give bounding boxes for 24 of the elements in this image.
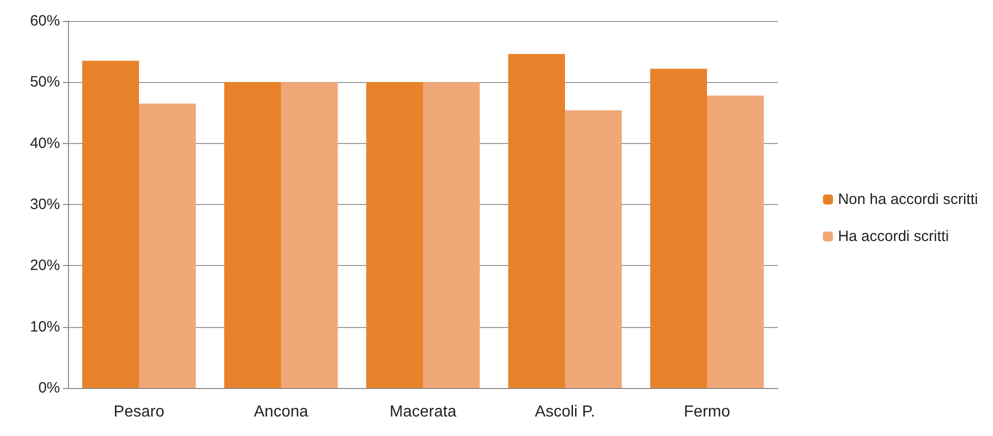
- y-tick-label: 10%: [30, 318, 60, 336]
- bar: [224, 82, 281, 388]
- bar: [82, 60, 139, 388]
- bar: [366, 82, 423, 388]
- y-tick-label: 20%: [30, 257, 60, 274]
- y-tick-label: 30%: [30, 196, 60, 213]
- bar: [707, 96, 764, 388]
- x-tick-label: Ancona: [254, 404, 308, 420]
- bar: [139, 104, 196, 388]
- x-tick-label: Ascoli P.: [534, 404, 596, 420]
- bar: [423, 82, 480, 388]
- legend-label: Ha accordi scritti: [838, 228, 949, 245]
- y-tick-label: 50%: [30, 74, 60, 91]
- bar: [565, 110, 622, 388]
- bar: [281, 82, 338, 388]
- x-tick-label: Macerata: [390, 404, 456, 420]
- x-tick-label: Pesaro: [114, 404, 164, 420]
- x-tick-label: Fermo: [684, 404, 730, 420]
- bar: [508, 54, 565, 388]
- y-tick-label: 0%: [38, 380, 60, 396]
- legend-label: Non ha accordi scritti: [838, 191, 978, 208]
- y-tick-label: 60%: [30, 12, 60, 30]
- bar: [650, 68, 707, 388]
- y-tick-label: 40%: [30, 134, 60, 152]
